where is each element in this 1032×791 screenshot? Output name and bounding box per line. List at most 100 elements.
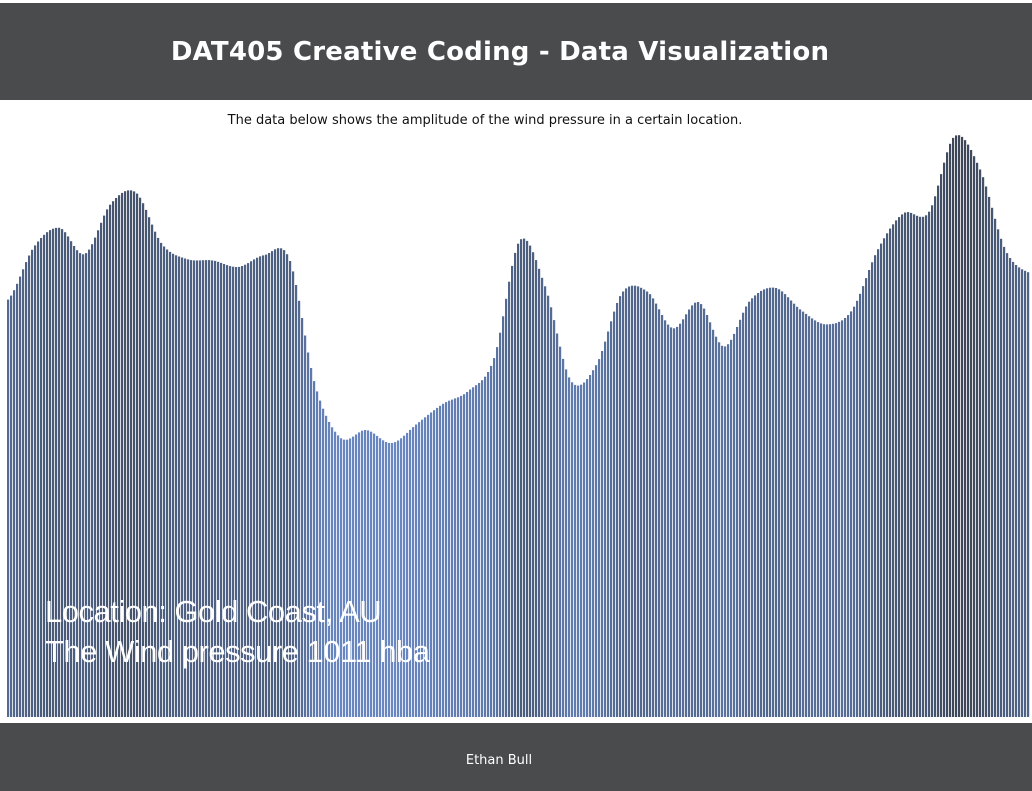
chart-bar <box>313 381 316 717</box>
chart-bar <box>475 385 478 717</box>
chart-bar <box>394 442 397 717</box>
chart-bar <box>463 394 466 717</box>
chart-bar <box>499 332 502 717</box>
location-overlay: Location: Gold Coast, AU The Wind pressu… <box>45 592 430 672</box>
chart-bar <box>523 238 526 717</box>
chart-bar <box>772 287 775 717</box>
chart-bar <box>988 196 991 717</box>
chart-bar <box>580 384 583 717</box>
chart-bar <box>82 254 85 718</box>
chart-bar <box>502 316 505 717</box>
chart-bar <box>205 260 208 717</box>
chart-bar <box>904 212 907 717</box>
chart-bar <box>454 398 457 717</box>
chart-bar <box>820 323 823 717</box>
chart-bar <box>532 252 535 717</box>
chart-bar <box>208 260 211 717</box>
chart-bar <box>946 152 949 718</box>
chart-bar <box>640 287 643 717</box>
chart-bar <box>520 239 523 717</box>
chart-bar <box>94 237 97 717</box>
chart-bar <box>769 287 772 717</box>
chart-bar <box>661 315 664 717</box>
chart-bar <box>52 228 55 717</box>
chart-bar <box>484 376 487 717</box>
chart-bar <box>934 196 937 718</box>
chart-bar <box>793 303 796 717</box>
chart-bar <box>202 260 205 717</box>
chart-bar <box>1024 270 1027 717</box>
chart-bar <box>664 320 667 717</box>
chart-bar <box>556 333 559 717</box>
chart-bar <box>652 298 655 717</box>
chart-canvas <box>7 135 1030 718</box>
chart-bar <box>322 408 325 717</box>
chart-bar <box>544 286 547 717</box>
chart-bar <box>712 329 715 717</box>
chart-bar <box>802 311 805 717</box>
chart-bar <box>91 244 94 717</box>
chart-bar <box>85 253 88 717</box>
chart-bar <box>553 320 556 717</box>
chart-bar <box>163 246 166 717</box>
chart-bar <box>370 431 373 717</box>
chart-bar <box>130 190 133 717</box>
chart-bar <box>232 266 235 717</box>
chart-bar <box>583 382 586 717</box>
chart-bar <box>346 439 349 717</box>
chart-bar <box>148 217 151 717</box>
chart-bar <box>535 260 538 717</box>
page-title: DAT405 Creative Coding - Data Visualizat… <box>170 36 830 67</box>
chart-bar <box>100 222 103 718</box>
chart-bar <box>907 212 910 717</box>
chart-bar <box>790 300 793 717</box>
chart-bar <box>352 436 355 717</box>
chart-bar <box>877 249 880 717</box>
chart-bar <box>976 162 979 718</box>
chart-bar <box>349 438 352 717</box>
chart-bar <box>919 216 922 718</box>
chart-bar <box>271 251 274 717</box>
chart-bar <box>16 283 19 717</box>
chart-bar <box>262 255 265 717</box>
chart-bar <box>916 215 919 718</box>
chart-bar <box>292 271 295 717</box>
chart-bar <box>259 256 262 717</box>
chart-bar <box>742 312 745 717</box>
chart-bar <box>538 268 541 717</box>
chart-bar <box>22 269 25 717</box>
chart-bar <box>55 227 58 717</box>
chart-bar <box>733 333 736 717</box>
chart-bar <box>682 319 685 717</box>
chart-bar <box>142 203 145 717</box>
chart-bar <box>862 286 865 717</box>
chart-bar <box>37 241 40 717</box>
chart-bar <box>97 230 100 718</box>
chart-bar <box>304 335 307 717</box>
chart-bar <box>247 263 250 717</box>
chart-bar <box>985 186 988 717</box>
chart-bar <box>541 277 544 717</box>
chart-bar <box>967 144 970 718</box>
chart-bar <box>721 345 724 717</box>
chart-bar <box>577 385 580 717</box>
chart-bar <box>490 365 493 717</box>
chart-bar <box>64 232 67 717</box>
chart-bar <box>169 251 172 717</box>
chart-bar <box>697 302 700 717</box>
chart-bar <box>436 407 439 717</box>
chart-bar <box>187 259 190 717</box>
chart-bar <box>268 253 271 717</box>
chart-bar <box>67 236 70 717</box>
chart-bar <box>931 205 934 718</box>
chart-bar <box>748 301 751 717</box>
chart-bar <box>874 255 877 717</box>
chart-bar <box>1027 272 1030 717</box>
chart-bar <box>631 285 634 717</box>
chart-bar <box>745 306 748 717</box>
chart-bar <box>550 307 553 717</box>
chart-bar <box>376 435 379 717</box>
chart-bar <box>751 298 754 717</box>
chart-bar <box>1006 253 1009 717</box>
chart-bar <box>865 278 868 717</box>
